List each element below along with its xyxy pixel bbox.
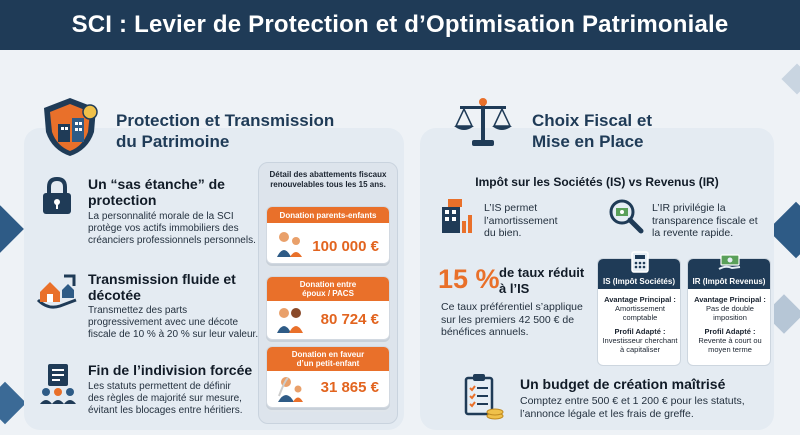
is-point-text: L’IS permet l’amortissement du bien. (484, 202, 558, 240)
text-line: imposition (713, 313, 747, 322)
section-title-line: Transmission fluide et (88, 271, 236, 287)
left-title-line2: du Patrimoine (116, 132, 230, 151)
couple-icon (277, 308, 303, 333)
ir-point-text: L’IR privilégie la transparence fiscale … (652, 202, 758, 240)
card-label-line: Donation en faveur (291, 350, 365, 359)
decor-diamond (781, 63, 800, 95)
ir-adv-label: Avantage Principal : (694, 295, 766, 304)
header-bar: SCI : Levier de Protection et d’Optimisa… (0, 0, 800, 50)
decor-diamond (0, 381, 27, 425)
page-title: SCI : Levier de Protection et d’Optimisa… (71, 11, 729, 38)
text-line: Amortissement (614, 304, 665, 313)
right-subtitle: Impôt sur les Sociétés (IS) vs Revenus (… (475, 175, 719, 189)
ir-adv: Avantage Principal : Pas de double impos… (688, 295, 772, 322)
text-line: bénéfices annuels. (441, 326, 529, 338)
rate-value: 15 % (438, 264, 500, 294)
checklist-coins-icon (462, 374, 504, 425)
abattement-card-epoux-pacs: Donation entre époux / PACS 80 724 € (266, 276, 390, 340)
ir-card: IR (Impôt Revenus) Avantage Principal : … (687, 254, 772, 366)
rate-label-line: de taux réduit (499, 265, 585, 280)
is-card: IS (Impôt Sociétés) Avantage Principal :… (597, 251, 682, 366)
card-label-line: époux / PACS (302, 289, 354, 298)
governance-icon (38, 362, 78, 409)
section-transmission-title: Transmission fluide et décotée (88, 271, 236, 303)
padlock-icon (40, 176, 74, 221)
is-profile: Profil Adapté : Investisseur cherchant à… (598, 327, 682, 354)
calculator-icon (631, 251, 649, 273)
abattement-card-parents-enfants: Donation parents-enfants 100 000 € (266, 206, 390, 264)
text-line: Les statuts permettent de définir (88, 381, 231, 392)
right-title-line1: Choix Fiscal et (532, 111, 652, 130)
scales-icon (452, 96, 514, 155)
card-value: 31 865 € (320, 379, 379, 396)
shield-house-icon (38, 96, 102, 163)
text-line: transparence fiscale et (652, 214, 758, 227)
is-adv-label: Avantage Principal : (604, 295, 676, 304)
grandparent-icon (278, 377, 303, 402)
left-title: Protection et Transmission du Patrimoine (116, 110, 334, 152)
section-protection-title: Un “sas étanche” de protection (88, 176, 225, 208)
right-title-line2: Mise en Place (532, 132, 644, 151)
is-adv: Avantage Principal : Amortissement compt… (598, 295, 682, 322)
right-title: Choix Fiscal et Mise en Place (532, 110, 652, 152)
text-line: L’IS permet (484, 202, 538, 214)
abattements-title-line: renouvelables tous les 15 ans. (270, 180, 386, 189)
text-line: Pas de double (706, 304, 754, 313)
section-title-line: Un “sas étanche” de (88, 176, 225, 192)
text-line: l’amortissement (484, 214, 558, 227)
abattements-title: Détail des abattements fiscaux renouvela… (262, 170, 394, 190)
text-line: progressivement avec une décote (88, 317, 239, 328)
text-line: fiscale de 10 % à 20 % sur leur valeur. (88, 329, 259, 340)
text-line: des règles de majorité sur mesure, (88, 393, 242, 404)
abattements-title-line: Détail des abattements fiscaux (269, 170, 387, 179)
section-indivision-title: Fin de l’indivision forcée (88, 362, 253, 378)
text-line: sur les premiers 42 500 € de (441, 313, 575, 326)
money-hand-icon (718, 254, 741, 270)
text-line: évitant les blocages entre héritiers. (88, 405, 243, 416)
text-line: moyen terme (708, 345, 752, 354)
text-line: comptable (622, 313, 658, 322)
building-chart-icon (440, 199, 476, 238)
text-line: Ce taux préférentiel s’applique (441, 301, 583, 313)
card-label-line: Donation entre (299, 280, 357, 289)
section-title-line: protection (88, 192, 157, 208)
text-line: La personnalité morale de la SCI (88, 211, 234, 222)
card-label: Donation en faveur d’un petit-enfant (267, 347, 389, 371)
text-line: créanciers professionnels personnels. (88, 235, 256, 246)
ir-profile-label: Profil Adapté : (704, 327, 756, 336)
text-line: Transmettez des parts (88, 305, 188, 316)
text-line: du bien. (484, 227, 522, 239)
budget-text: Comptez entre 500 € et 1 200 € pour les … (520, 395, 745, 420)
family-icon (277, 232, 302, 257)
section-title-line: décotée (88, 287, 141, 303)
left-title-line1: Protection et Transmission (116, 111, 335, 130)
ir-profile: Profil Adapté : Revente à court ou moyen… (688, 327, 772, 354)
abattement-card-petit-enfant: Donation en faveur d’un petit-enfant 31 … (266, 346, 390, 408)
house-transfer-icon (34, 270, 80, 319)
text-line: protège vos actifs immobiliers des (88, 223, 239, 234)
decor-diamond (0, 202, 24, 256)
card-label: Donation parents-enfants (267, 207, 389, 223)
card-value: 100 000 € (312, 238, 379, 255)
section-indivision-text: Les statuts permettent de définir des rè… (88, 381, 243, 417)
text-line: Investisseur cherchant (602, 336, 678, 345)
card-label: Donation entre époux / PACS (267, 277, 389, 301)
text-line: à capitaliser (619, 345, 661, 354)
is-profile-label: Profil Adapté : (614, 327, 666, 336)
rate-text: Ce taux préférentiel s’applique sur les … (441, 301, 583, 339)
text-line: la revente rapide. (652, 227, 734, 239)
card-value: 80 724 € (320, 311, 379, 328)
rate-label: de taux réduit à l’IS (499, 265, 584, 297)
text-line: Comptez entre 500 € et 1 200 € pour les … (520, 395, 745, 407)
section-protection-text: La personnalité morale de la SCI protège… (88, 211, 256, 247)
section-transmission-text: Transmettez des parts progressivement av… (88, 305, 258, 341)
card-label-line: d’un petit-enfant (296, 359, 360, 368)
text-line: l’annonce légale et les frais de greffe. (520, 407, 694, 420)
budget-title: Un budget de création maîtrisé (520, 376, 726, 392)
rate-label-line: à l’IS (499, 281, 530, 296)
text-line: L’IR privilégie la (652, 202, 726, 214)
text-line: Revente à court ou (698, 336, 762, 345)
magnifier-money-icon (608, 198, 644, 239)
